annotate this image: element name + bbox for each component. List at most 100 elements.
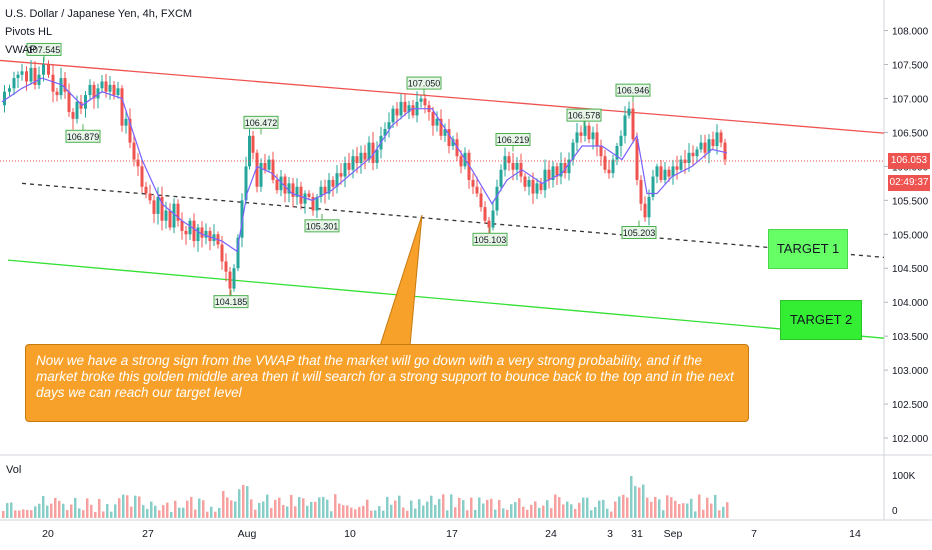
- volume-bar: [290, 494, 293, 518]
- volume-bar: [654, 496, 657, 518]
- volume-bar: [458, 497, 461, 518]
- pivot-box: [566, 108, 602, 122]
- candle-body: [359, 152, 363, 163]
- time-axis[interactable]: 20 27 Aug 10 17 24 Sep 7 14 3 31: [42, 528, 861, 540]
- candle-body: [559, 162, 563, 177]
- candle-body: [555, 166, 559, 177]
- price-axis[interactable]: 108.000107.500107.000106.500106.000105.5…: [884, 27, 929, 517]
- indicator-vwap-label[interactable]: VWAP: [5, 44, 37, 56]
- volume-bar: [482, 503, 485, 518]
- volume-bar: [278, 497, 281, 518]
- candle-body: [539, 183, 543, 191]
- candle-body: [523, 176, 527, 187]
- volume-bar: [186, 500, 189, 518]
- volume-bar: [410, 500, 413, 518]
- candle-body: [172, 203, 176, 228]
- candle-body: [96, 88, 100, 99]
- pivot-label: 107.050: [406, 76, 442, 96]
- candle-body: [611, 159, 615, 174]
- volume-bar: [242, 484, 245, 518]
- candle-body: [459, 156, 463, 167]
- candle-body: [47, 64, 50, 75]
- pivot-box: [472, 232, 508, 246]
- candle-body: [451, 139, 455, 147]
- pivot-value: 105.301: [306, 221, 339, 231]
- volume-bar: [218, 507, 221, 518]
- time-tick-label: 14: [849, 528, 861, 540]
- candle-body: [42, 64, 45, 75]
- candle-body: [527, 179, 531, 187]
- volume-bar: [314, 501, 317, 518]
- volume-bar: [506, 509, 509, 518]
- volume-bar: [578, 502, 581, 518]
- volume-bar: [138, 496, 141, 518]
- volume-bar: [718, 510, 721, 518]
- pivot-label: 107.545: [26, 42, 62, 62]
- candle-body: [487, 220, 491, 228]
- trendlines[interactable]: [0, 59, 885, 339]
- price-tick-label: 106.500: [892, 128, 929, 139]
- candle-body: [671, 166, 675, 177]
- candle-body: [232, 268, 236, 289]
- volume-bar: [422, 505, 425, 518]
- candle-body: [208, 230, 212, 242]
- candle-body: [112, 84, 116, 96]
- candle-body: [255, 152, 259, 187]
- time-tick-label: 31: [631, 528, 643, 540]
- volume-bar: [318, 497, 321, 518]
- candle-body: [507, 156, 511, 163]
- candle-body: [71, 112, 75, 119]
- volume-label[interactable]: Vol: [6, 464, 22, 476]
- candle-body: [723, 142, 727, 160]
- candle-body: [423, 98, 427, 106]
- volume-bar: [10, 502, 13, 518]
- candle-body: [591, 132, 595, 140]
- volume-bar: [630, 476, 633, 518]
- volume-bar: [442, 494, 445, 518]
- price-tick-label: 103.000: [892, 366, 929, 377]
- candle-body: [184, 230, 188, 235]
- volume-bar: [334, 494, 337, 518]
- candle-body: [643, 203, 647, 218]
- candle-body: [531, 179, 535, 194]
- candle-body: [631, 108, 635, 140]
- candle-body: [204, 230, 208, 238]
- volume-bar: [198, 498, 201, 518]
- symbol-title[interactable]: U.S. Dollar / Japanese Yen, 4h, FXCM: [5, 8, 193, 20]
- volume-bar: [582, 497, 585, 518]
- volume-bar: [722, 506, 725, 518]
- volume-bar: [202, 500, 205, 518]
- indicator-pivots-label[interactable]: Pivots HL: [5, 26, 53, 38]
- volume-bar: [674, 500, 677, 518]
- candle-body: [351, 156, 355, 170]
- volume-bar: [230, 500, 233, 518]
- candle-body: [104, 81, 108, 92]
- volume-bar: [370, 510, 373, 518]
- volume-bar: [414, 508, 417, 518]
- candle-body: [192, 220, 196, 242]
- candle-body: [84, 95, 87, 109]
- candle-body: [675, 166, 679, 170]
- annotation-callout[interactable]: Now we have a strong sign from the VWAP …: [25, 344, 749, 422]
- candle-body: [271, 159, 275, 180]
- candle-body: [140, 166, 144, 187]
- volume-bar: [550, 508, 553, 518]
- candle-body: [411, 105, 415, 116]
- volume-bar: [462, 500, 465, 518]
- candle-body: [188, 220, 192, 235]
- pivot-box: [213, 295, 249, 309]
- volume-bar: [86, 498, 89, 518]
- pivot-value: 106.219: [497, 135, 530, 145]
- volume-bar: [154, 505, 157, 518]
- target-2-box[interactable]: TARGET 2: [780, 300, 862, 340]
- candle-body: [419, 98, 423, 102]
- candle-body: [495, 186, 499, 211]
- candle-body: [339, 173, 343, 177]
- candle-body: [687, 152, 691, 163]
- volume-bar: [90, 504, 93, 518]
- candle-body: [29, 67, 33, 82]
- volume-bar: [34, 506, 37, 518]
- target-1-box[interactable]: TARGET 1: [768, 229, 848, 269]
- volume-bar: [602, 499, 605, 518]
